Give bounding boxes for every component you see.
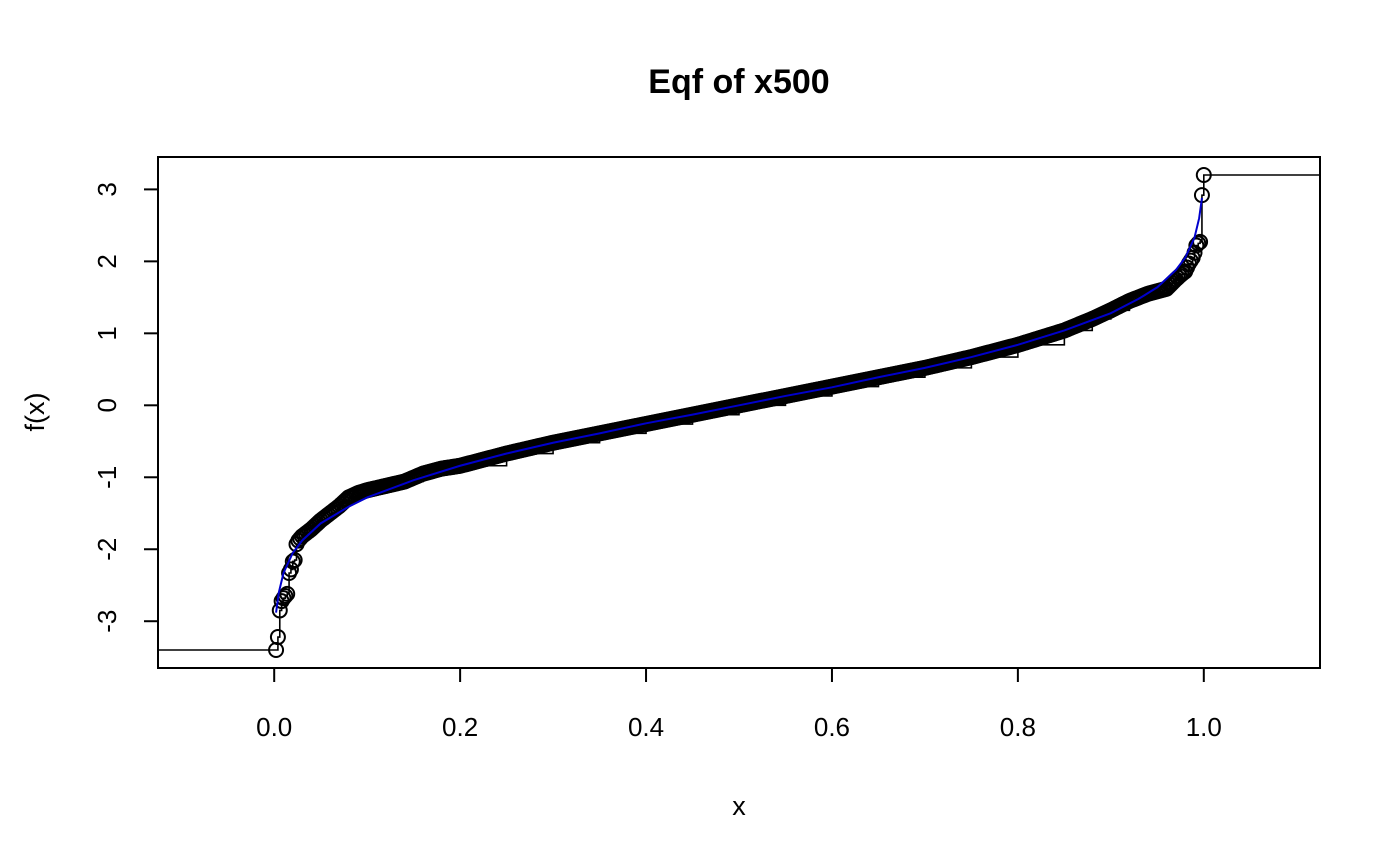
chart-title: Eqf of x500 [648, 63, 829, 101]
smooth-quantile-line [275, 197, 1203, 613]
plot-layer [158, 166, 1320, 659]
eqf-point [269, 629, 286, 646]
eqf-point [286, 552, 303, 569]
y-tick-label: -1 [92, 466, 122, 489]
y-tick-label: 3 [92, 182, 122, 196]
plot-box [157, 156, 1321, 669]
eqf-point [279, 585, 296, 602]
y-axis-label: f(x) [20, 393, 50, 432]
eqf-point [282, 561, 299, 578]
x-tick-label: 0.4 [628, 712, 664, 742]
y-tick-label: 1 [92, 326, 122, 340]
x-tick-label: 1.0 [1186, 712, 1222, 742]
y-tick-label: -3 [92, 610, 122, 633]
x-tick-label: 0.8 [1000, 712, 1036, 742]
eqf-point [1188, 237, 1205, 254]
eqf-point [1195, 166, 1212, 183]
y-tick-label: 2 [92, 254, 122, 268]
x-axis: 0.0 0.2 0.4 0.6 0.8 1.0 [256, 668, 1222, 742]
x-axis-label: x [732, 791, 746, 821]
x-tick-label: 0.2 [442, 712, 478, 742]
y-tick-label: 0 [92, 398, 122, 412]
y-axis: -3 -2 -1 0 1 2 3 [92, 182, 158, 633]
eqf-step-line [158, 174, 1320, 651]
y-tick-label: -2 [92, 538, 122, 561]
x-tick-label: 0.6 [814, 712, 850, 742]
x-tick-label: 0.0 [256, 712, 292, 742]
eqf-point [275, 590, 292, 607]
